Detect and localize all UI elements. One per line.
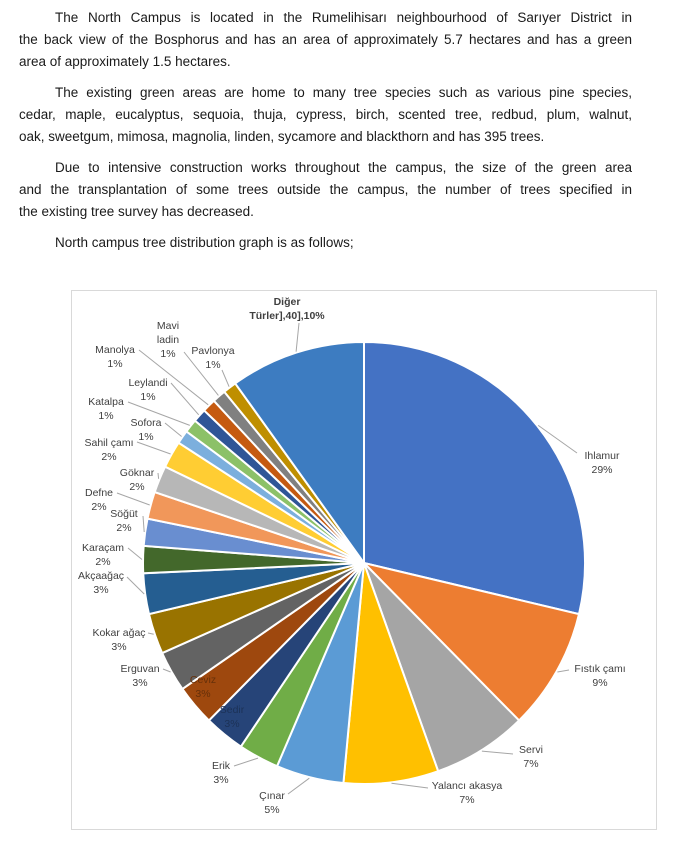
leader-line: [138, 349, 209, 406]
text-line: area of approximately 1.5 hectares.: [19, 54, 231, 69]
slice-label-4: Çınar 5%: [259, 790, 285, 816]
text-line: the back view of the Bosphorus and has a…: [19, 32, 632, 47]
pie-slice-0: [363, 340, 586, 616]
leader-line: [164, 422, 182, 437]
slice-label-16: Sofora 1%: [131, 417, 162, 443]
slice-label-17: Katalpa 1%: [88, 396, 124, 422]
slice-label-3: Yalancı akasya 7%: [432, 780, 503, 806]
leader-line: [170, 382, 200, 416]
leader-line: [233, 757, 259, 767]
slice-label-18: Leylandi 1%: [128, 377, 167, 403]
leader-line: [295, 322, 300, 352]
leader-line: [116, 492, 150, 506]
text-line: Due to intensive construction works thro…: [55, 160, 632, 175]
slice-label-0: Ihlamur 29%: [584, 450, 620, 476]
slice-label-6: Sedir 3%: [220, 704, 245, 730]
leader-line: [147, 632, 154, 635]
leader-line: [537, 424, 578, 454]
slice-label-2: Servi 7%: [519, 744, 543, 770]
text-line: oak, sweetgum, mimosa, magnolia, linden,…: [19, 129, 545, 144]
slice-label-11: Karaçam 2%: [82, 542, 124, 568]
leader-line: [127, 547, 143, 560]
paragraph-1: The North Campus is located in the Rumel…: [19, 7, 632, 73]
slice-label-9: Kokar ağaç 3%: [92, 627, 145, 653]
text-line: cedar, maple, eucalyptus, sequoia, thuja…: [19, 107, 632, 122]
slice-label-12: Söğüt 2%: [110, 508, 138, 534]
text-line: The North Campus is located in the Rumel…: [55, 10, 632, 25]
leader-line: [136, 441, 171, 455]
pie-slice-22: [233, 340, 365, 567]
leader-line: [157, 472, 160, 479]
text-line: the existing tree survey has decreased.: [19, 204, 254, 219]
chart-container: Ihlamur 29% Fıstık çamı 9% Servi 7% Yalancı ak…: [71, 290, 657, 830]
leader-line: [391, 782, 429, 789]
leader-line: [127, 401, 190, 426]
slice-label-1: Fıstık çamı 9%: [574, 663, 625, 689]
slice-label-14: Göknar 2%: [120, 467, 155, 493]
slice-label-5: Erik 3%: [212, 760, 231, 786]
leader-line: [162, 668, 171, 673]
paragraph-4: North campus tree distribution graph is …: [19, 232, 632, 254]
text-line: North campus tree distribution graph is …: [55, 235, 354, 250]
paragraph-3: Due to intensive construction works thro…: [19, 157, 632, 223]
pie-slice-1: [360, 561, 581, 722]
slice-label-22: Diğer Türler],40],10%: [249, 296, 325, 322]
leader-line: [287, 777, 310, 795]
paragraph-2: The existing green areas are home to man…: [19, 82, 632, 148]
slice-label-19: Manolya 1%: [95, 344, 135, 370]
text-line: The existing green areas are home to man…: [55, 85, 632, 100]
leader-line: [183, 351, 219, 396]
leader-line: [126, 576, 145, 595]
pie-chart: Ihlamur 29% Fıstık çamı 9% Servi 7% Yalancı ak…: [78, 296, 626, 816]
slice-label-15: Sahil çamı 2%: [84, 437, 133, 463]
slice-label-21: Pavlonya 1%: [191, 345, 234, 371]
slice-label-20: Mavi ladin 1%: [157, 320, 179, 360]
leader-line: [221, 369, 230, 387]
slice-label-10: Akçaağaç 3%: [78, 570, 124, 596]
document-body: The North Campus is located in the Rumel…: [19, 7, 632, 263]
slice-label-13: Defne 2%: [85, 487, 113, 513]
slice-label-7: Ceviz 3%: [190, 674, 216, 700]
text-line: and the transplantation of some trees ou…: [19, 182, 632, 197]
leader-line: [142, 515, 145, 533]
slice-label-8: Erguvan 3%: [120, 663, 159, 689]
leader-line: [557, 669, 570, 673]
leader-line: [481, 750, 514, 755]
